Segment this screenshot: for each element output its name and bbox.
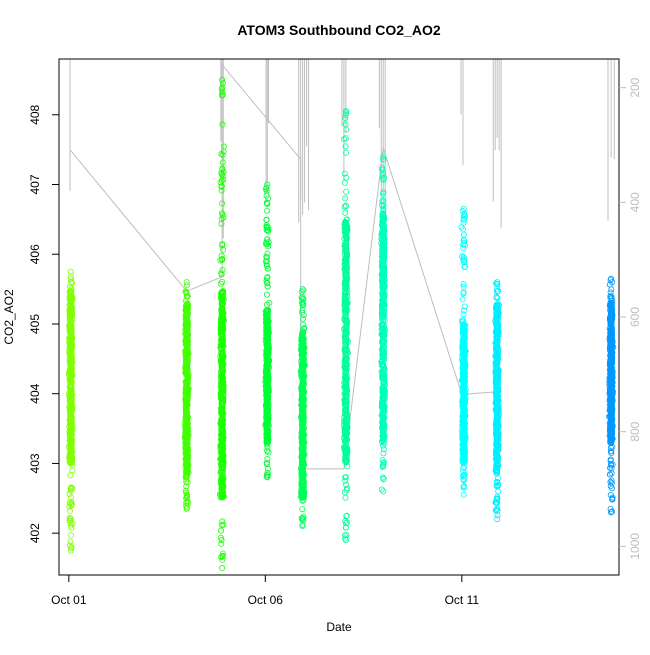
data-point [460,466,465,471]
data-point [344,189,349,194]
data-point [461,312,466,317]
data-point [67,491,72,496]
data-point [220,519,225,524]
data-point [264,448,269,453]
series-cluster-8 [493,280,502,522]
data-point-max [68,269,73,274]
data-point [264,292,269,297]
series-cluster-0 [66,269,75,553]
data-point [343,196,348,201]
data-point-min [495,517,500,522]
data-point [218,528,223,533]
data-point [461,232,466,237]
data-point [343,210,348,215]
data-point [219,541,224,546]
data-point [218,281,223,286]
data-point-max [184,280,189,285]
data-point [266,450,271,455]
data-point-min [461,492,466,497]
series-cluster-7 [459,206,469,497]
series-cluster-5 [341,109,350,543]
data-point-min [219,565,224,570]
data-point [264,217,269,222]
data-point [300,507,305,512]
data-point [69,533,74,538]
series-cluster-1 [182,280,191,512]
data-point [343,495,348,500]
data-point [342,180,347,185]
data-point [496,489,501,494]
data-points-layer [66,77,616,570]
data-point [265,208,270,213]
series-cluster-3 [263,182,272,480]
altitude-profile-line [71,65,501,469]
series-cluster-2 [217,77,226,570]
series-cluster-9 [607,276,616,515]
series-cluster-4 [298,287,307,529]
data-point [460,297,465,302]
data-point [70,468,75,473]
